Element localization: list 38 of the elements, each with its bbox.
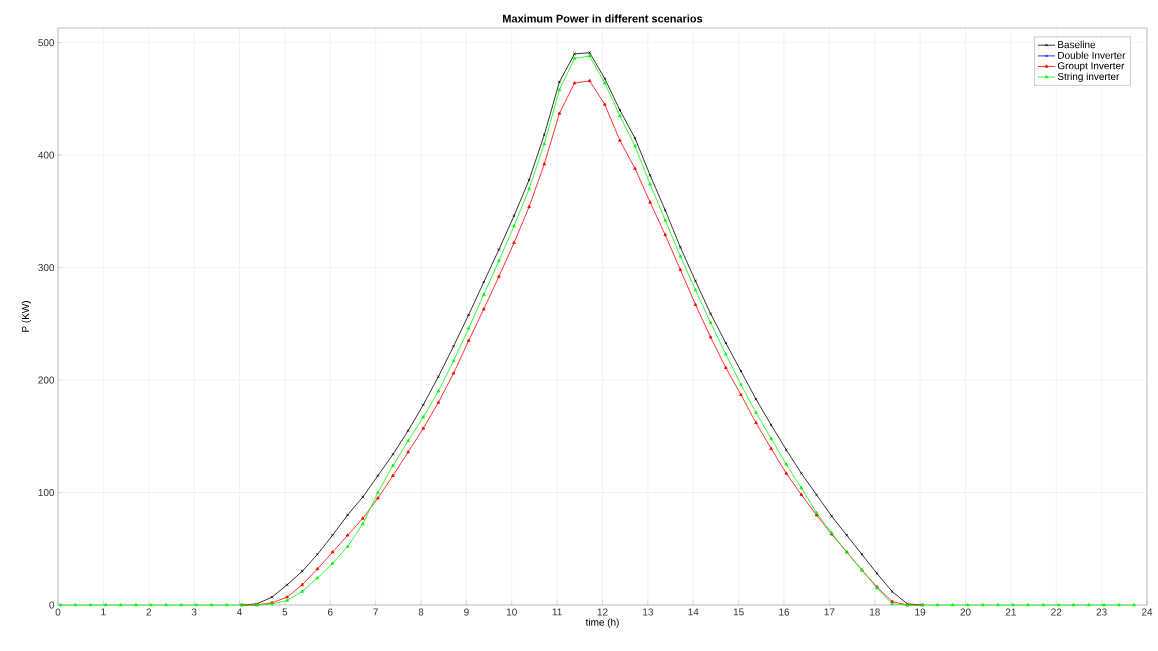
- x-tick-label: 14: [688, 608, 699, 616]
- x-tick-label: 13: [643, 608, 653, 616]
- x-axis-title: time (h): [585, 618, 619, 628]
- chart-title: Maximum Power in different scenarios: [503, 14, 703, 23]
- y-tick-label: 200: [38, 376, 55, 384]
- y-tick-label: 300: [38, 264, 55, 272]
- x-tick-label: 12: [597, 608, 608, 616]
- y-tick-label: 0: [49, 601, 55, 609]
- x-tick-label: 11: [552, 608, 562, 616]
- x-tick-label: 0: [55, 608, 61, 616]
- x-tick-label: 17: [824, 608, 835, 616]
- x-tick-label: 8: [418, 608, 424, 616]
- y-tick-label: 400: [38, 151, 55, 159]
- x-tick-label: 20: [960, 608, 971, 616]
- legend-label: String inverter: [1057, 72, 1120, 82]
- legend-label: Baseline: [1058, 40, 1096, 49]
- legend-label: Double Inverter: [1058, 51, 1126, 59]
- x-tick-label: 3: [191, 608, 197, 616]
- x-tick-label: 6: [327, 608, 333, 616]
- x-tick-label: 21: [1005, 608, 1016, 616]
- x-tick-label: 23: [1096, 608, 1107, 616]
- x-tick-label: 16: [779, 608, 790, 616]
- y-axis-title: P (KW): [21, 301, 32, 332]
- y-tick-label: 500: [38, 39, 55, 47]
- x-tick-label: 24: [1141, 608, 1153, 616]
- x-tick-label: 1: [101, 608, 106, 616]
- x-tick-label: 4: [236, 608, 242, 616]
- x-tick-label: 5: [282, 608, 288, 616]
- x-tick-label: 15: [733, 608, 744, 616]
- x-tick-label: 10: [506, 608, 517, 616]
- x-tick-label: 7: [373, 608, 378, 616]
- x-tick-label: 19: [915, 608, 926, 616]
- legend-label: Groupt Inverter: [1057, 62, 1125, 72]
- x-tick-label: 18: [869, 608, 880, 616]
- y-tick-label: 100: [38, 489, 55, 497]
- x-tick-label: 2: [146, 608, 152, 616]
- x-tick-label: 22: [1051, 608, 1062, 616]
- x-tick-label: 9: [464, 608, 469, 616]
